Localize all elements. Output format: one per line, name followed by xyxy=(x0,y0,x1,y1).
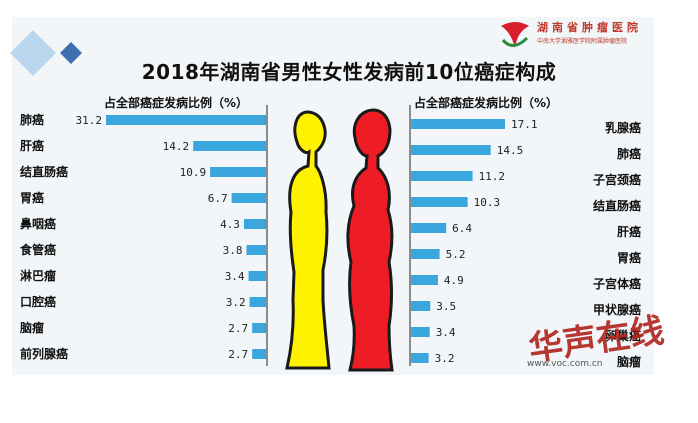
female-category-label: 胃癌 xyxy=(617,250,641,265)
male-value-label: 6.7 xyxy=(208,192,228,205)
male-category-label: 肝癌 xyxy=(20,138,44,153)
male-category-label: 淋巴瘤 xyxy=(20,268,56,283)
female-category-label: 肺癌 xyxy=(617,146,641,161)
female-category-label: 甲状腺癌 xyxy=(593,302,641,317)
female-bar xyxy=(411,145,491,155)
male-category-label: 脑瘤 xyxy=(19,320,44,335)
male-bar xyxy=(243,219,266,229)
hospital-name: 湖南省肿瘤医院 xyxy=(537,21,642,34)
female-category-label: 乳腺癌 xyxy=(605,120,641,135)
male-bar xyxy=(106,115,266,125)
female-axis-caption: 占全部癌症发病比例（%） xyxy=(414,96,559,110)
male-category-label: 前列腺癌 xyxy=(20,346,68,361)
background-panel xyxy=(12,17,654,375)
female-bar xyxy=(411,119,505,129)
male-value-label: 10.9 xyxy=(180,166,207,179)
chart-title: 2018年湖南省男性女性发病前10位癌症构成 xyxy=(141,60,557,84)
male-bar xyxy=(249,297,266,307)
female-value-label: 14.5 xyxy=(497,144,524,157)
female-value-label: 6.4 xyxy=(452,222,472,235)
male-category-label: 结直肠癌 xyxy=(20,164,68,179)
female-category-label: 肝癌 xyxy=(617,224,641,239)
male-category-label: 食管癌 xyxy=(19,242,56,257)
male-bar xyxy=(246,245,266,255)
female-value-label: 3.4 xyxy=(436,326,456,339)
female-bar xyxy=(411,353,429,363)
watermark-url: www.voc.com.cn xyxy=(527,359,603,369)
female-bar xyxy=(411,249,440,259)
male-value-label: 3.8 xyxy=(223,244,243,257)
hospital-subtitle: 中南大学湘雅医学院附属肿瘤医院 xyxy=(537,38,628,45)
female-value-label: 3.5 xyxy=(436,300,456,313)
male-bar xyxy=(193,141,266,151)
female-value-label: 5.2 xyxy=(446,248,466,261)
female-value-label: 4.9 xyxy=(444,274,464,287)
male-value-label: 4.3 xyxy=(220,218,240,231)
male-axis-caption: 占全部癌症发病比例（%） xyxy=(104,96,249,110)
female-bar xyxy=(411,197,468,207)
female-value-label: 11.2 xyxy=(479,170,506,183)
female-value-label: 3.2 xyxy=(435,352,455,365)
male-bar xyxy=(248,271,266,281)
diamond-decoration xyxy=(10,30,82,76)
female-category-label: 子宫体癌 xyxy=(593,276,641,291)
male-value-label: 2.7 xyxy=(228,348,248,361)
male-value-label: 3.4 xyxy=(225,270,245,283)
male-category-label: 肺癌 xyxy=(20,112,44,127)
male-bar xyxy=(252,349,266,359)
male-value-label: 31.2 xyxy=(76,114,103,127)
male-bar xyxy=(252,323,266,333)
female-bar xyxy=(411,171,473,181)
male-value-label: 3.2 xyxy=(226,296,246,309)
female-bar xyxy=(411,327,430,337)
female-value-label: 10.3 xyxy=(474,196,501,209)
female-bar xyxy=(411,223,447,233)
hospital-logo-icon xyxy=(501,22,529,48)
male-figure xyxy=(285,110,331,370)
male-category-label: 口腔癌 xyxy=(20,294,56,309)
male-bar xyxy=(231,193,266,203)
male-category-label: 鼻咽癌 xyxy=(20,216,56,231)
female-value-label: 17.1 xyxy=(511,118,538,131)
female-category-label: 子宫颈癌 xyxy=(593,172,641,187)
female-category-label: 卵巢癌 xyxy=(605,328,641,343)
male-value-label: 2.7 xyxy=(228,322,248,335)
female-figure xyxy=(346,108,394,372)
male-category-label: 胃癌 xyxy=(20,190,44,205)
female-category-label: 脑瘤 xyxy=(616,354,641,369)
female-bar xyxy=(411,275,438,285)
female-category-label: 结直肠癌 xyxy=(593,198,641,213)
female-bar xyxy=(411,301,431,311)
male-value-label: 14.2 xyxy=(163,140,190,153)
hospital-logo: 湖南省肿瘤医院 中南大学湘雅医学院附属肿瘤医院 xyxy=(497,18,667,54)
male-bar xyxy=(210,167,266,177)
